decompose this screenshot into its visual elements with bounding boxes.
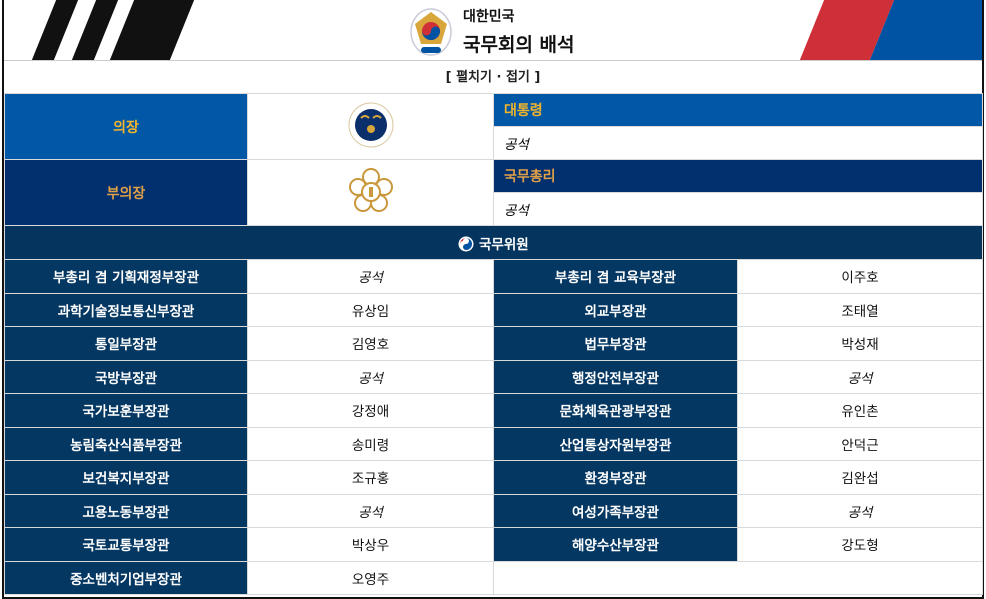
minister-row: 국가보훈부장관 강정애 문화체육관광부장관 유인촌	[4, 393, 984, 428]
black-stripe	[107, 0, 197, 60]
minister-name: 박상우	[247, 527, 494, 562]
minister-name: 공석	[247, 359, 494, 394]
minister-title: 농림축산식품부장관	[4, 426, 248, 461]
minister-title: 국가보훈부장관	[4, 393, 248, 428]
infobox-header: 대한민국 국무회의 배석	[4, 0, 982, 61]
minister-title: 외교부장관	[493, 292, 738, 327]
minister-name: 공석	[247, 493, 494, 528]
minister-title: 부총리 겸 교육부장관	[493, 259, 738, 294]
minister-name: 공석	[247, 259, 494, 294]
presidential-seal-icon	[348, 102, 393, 147]
president-holder: 공석	[492, 126, 984, 160]
minister-row: 중소벤처기업부장관 오영주	[4, 560, 984, 595]
minister-row: 과학기술정보통신부장관 유상임 외교부장관 조태열	[4, 292, 984, 327]
minister-title: 국토교통부장관	[4, 527, 248, 562]
minister-name: 송미령	[247, 426, 494, 461]
minister-name: 조태열	[736, 292, 984, 327]
cabinet-table: 의장 대통령 공석 부의장	[3, 93, 984, 595]
minister-title: 고용노동부장관	[4, 493, 248, 528]
minister-name: 유인촌	[736, 393, 984, 428]
taeguk-icon	[458, 236, 474, 251]
minister-row: 국방부장관 공석 행정안전부장관 공석	[4, 359, 984, 394]
vice-chair-role: 부의장	[4, 159, 248, 226]
minister-title: 여성가족부장관	[493, 493, 738, 528]
minister-row: 국토교통부장관 박상우 해양수산부장관 강도형	[4, 527, 984, 562]
minister-title: 문화체육관광부장관	[493, 393, 738, 428]
ministers-header: 국무위원	[3, 225, 984, 260]
minister-name: 김완섭	[736, 460, 984, 495]
mugunghwa-emblem-icon	[348, 167, 393, 212]
minister-title: 중소벤처기업부장관	[4, 560, 248, 595]
minister-name: 김영호	[247, 326, 494, 361]
minister-name: 오영주	[247, 560, 494, 595]
minister-title: 부총리 겸 기획재정부장관	[4, 259, 248, 294]
minister-name: 공석	[736, 493, 984, 528]
minister-row: 통일부장관 김영호 법무부장관 박성재	[4, 326, 984, 361]
minister-name: 이주호	[736, 259, 984, 294]
chair-role: 의장	[4, 93, 248, 160]
minister-title: 행정안전부장관	[493, 359, 738, 394]
minister-title: 해양수산부장관	[493, 527, 738, 562]
black-stripe	[29, 0, 81, 60]
minister-name: 박성재	[736, 326, 984, 361]
minister-name: 조규홍	[247, 460, 494, 495]
minister-title: 국방부장관	[4, 359, 248, 394]
pm-emblem-cell	[247, 159, 494, 226]
minister-row: 보건복지부장관 조규홍 환경부장관 김완섭	[4, 460, 984, 495]
minister-row: 고용노동부장관 공석 여성가족부장관 공석	[4, 493, 984, 528]
ministers-header-label: 국무위원	[479, 236, 529, 253]
minister-name: 공석	[736, 359, 984, 394]
minister-name: 강정애	[247, 393, 494, 428]
minister-name: 강도형	[736, 527, 984, 562]
empty-cell	[492, 560, 984, 595]
minister-title: 환경부장관	[493, 460, 738, 495]
pm-holder: 공석	[492, 192, 984, 226]
government-emblem-icon	[410, 7, 452, 56]
expand-collapse-toggle[interactable]: [ 펼치기 · 접기 ]	[445, 70, 541, 85]
president-position: 대통령	[492, 93, 984, 127]
minister-title: 법무부장관	[493, 326, 738, 361]
minister-row: 부총리 겸 기획재정부장관 공석 부총리 겸 교육부장관 이주호	[4, 259, 984, 294]
minister-name: 안덕근	[736, 426, 984, 461]
minister-title: 과학기술정보통신부장관	[4, 292, 248, 327]
minister-title: 보건복지부장관	[4, 460, 248, 495]
presidential-seal-cell	[247, 93, 494, 160]
minister-row: 농림축산식품부장관 송미령 산업통상자원부장관 안덕근	[4, 426, 984, 461]
header-country: 대한민국	[463, 9, 515, 25]
pm-position: 국무총리	[492, 159, 984, 193]
header-title: 국무회의 배석	[463, 34, 575, 56]
minister-title: 통일부장관	[4, 326, 248, 361]
minister-name: 유상임	[247, 292, 494, 327]
minister-title: 산업통상자원부장관	[493, 426, 738, 461]
